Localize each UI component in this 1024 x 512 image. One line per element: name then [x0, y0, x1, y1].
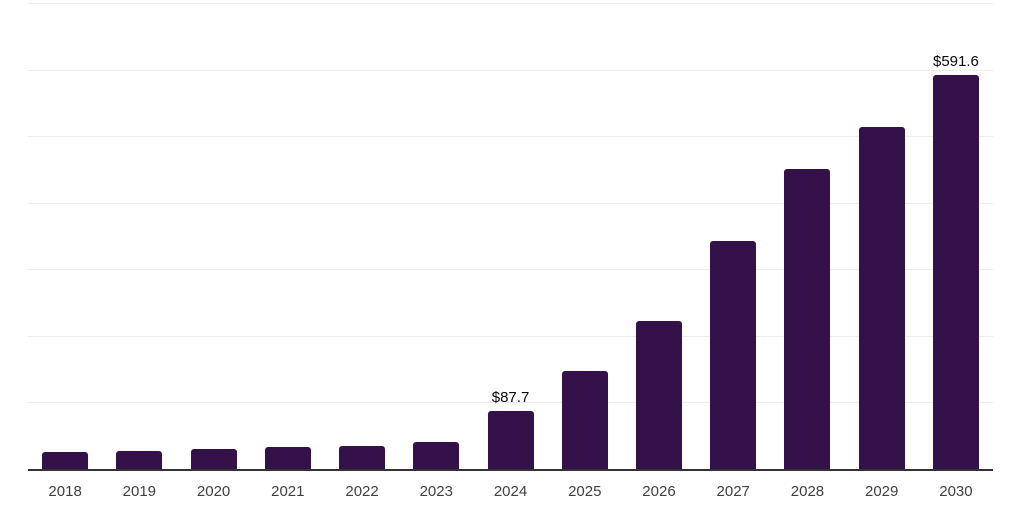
x-tick-label-2028: 2028 [790, 483, 825, 500]
bar-slot-2018 [28, 3, 102, 469]
bar-2022[interactable] [339, 445, 386, 469]
x-tick-label-2020: 2020 [196, 483, 231, 500]
bar-slot-2028 [770, 3, 844, 469]
bar-slot-2027 [696, 3, 770, 469]
bar-slot-2025 [548, 3, 622, 469]
bar-value-label-2030: $591.6 [932, 53, 979, 71]
plot-area: $87.7 $591.6 [28, 3, 993, 471]
bar-slot-2024: $87.7 [473, 3, 547, 469]
x-tick-label-2018: 2018 [48, 483, 82, 500]
bar-slot-2020 [176, 3, 250, 469]
bar-2024[interactable] [487, 410, 534, 469]
bar-2025[interactable] [561, 371, 608, 469]
x-tick-label-2026: 2026 [642, 483, 676, 500]
bar-slot-2022 [325, 3, 399, 469]
bar-value-label-2024: $87.7 [491, 388, 530, 406]
bar-2019[interactable] [116, 451, 163, 469]
x-tick-label-2027: 2027 [716, 483, 750, 500]
x-tick-label-2019: 2019 [122, 483, 157, 500]
x-axis-labels: 2018 2019 2020 2021 2022 2023 2024 2025 2026 2027… [28, 484, 993, 499]
bar-2020[interactable] [190, 449, 237, 469]
bar-slot-2021 [251, 3, 325, 469]
x-tick-label-2021: 2021 [271, 483, 305, 500]
bar-slot-2026 [622, 3, 696, 469]
x-tick-label-2023: 2023 [419, 483, 453, 500]
bar-slot-2030: $591.6 [919, 3, 993, 469]
bar-2030[interactable] [932, 75, 979, 469]
x-tick-label-2029: 2029 [865, 483, 899, 500]
bar-2023[interactable] [413, 441, 460, 469]
bar-slot-2023 [399, 3, 473, 469]
x-tick-label-2025: 2025 [568, 483, 602, 500]
bar-2029[interactable] [858, 126, 905, 469]
x-tick-label-2030: 2030 [939, 483, 973, 500]
bar-2026[interactable] [635, 320, 682, 469]
bar-2018[interactable] [42, 452, 89, 469]
bar-2021[interactable] [264, 447, 311, 469]
bar-slot-2029 [845, 3, 919, 469]
x-tick-label-2022: 2022 [345, 483, 379, 500]
bar-slot-2019 [102, 3, 176, 469]
bars-container: $87.7 $591.6 [28, 3, 993, 469]
x-tick-label-2024: 2024 [493, 483, 528, 500]
bar-2027[interactable] [710, 240, 757, 469]
bar-2028[interactable] [784, 169, 831, 469]
